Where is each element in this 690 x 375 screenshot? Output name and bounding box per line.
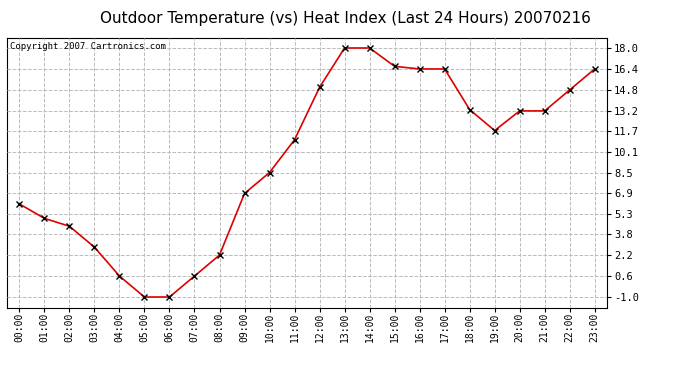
Text: Copyright 2007 Cartronics.com: Copyright 2007 Cartronics.com (10, 42, 166, 51)
Text: Outdoor Temperature (vs) Heat Index (Last 24 Hours) 20070216: Outdoor Temperature (vs) Heat Index (Las… (99, 11, 591, 26)
